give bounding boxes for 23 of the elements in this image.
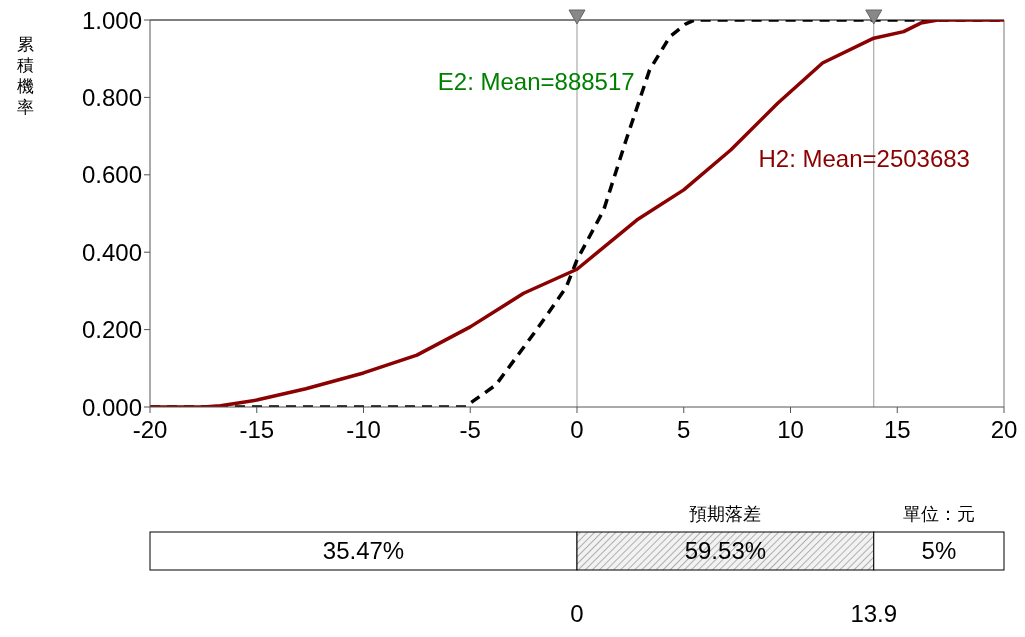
text: 13.9	[850, 600, 898, 627]
series-label: E2: Mean=888517	[437, 67, 635, 95]
x-tick-label: 20	[990, 416, 1018, 444]
y-tick-label: 0.800	[81, 83, 142, 111]
x-tick-label: 5	[677, 416, 691, 444]
text: 5%	[921, 537, 957, 564]
text: 35.47%	[322, 537, 405, 564]
x-tick-label: -15	[239, 416, 275, 444]
x-tick-label: 15	[883, 416, 911, 444]
y-tick-label: 0.200	[81, 316, 142, 344]
text: 單位：元	[902, 503, 975, 524]
text: 0	[570, 600, 584, 627]
x-tick-label: -5	[459, 416, 481, 444]
y-tick-label: 0.400	[81, 238, 142, 266]
x-tick-label: 0	[570, 416, 584, 444]
y-tick-label: 1.000	[81, 6, 142, 34]
text: 預期落差	[689, 503, 762, 524]
text: 59.53%	[684, 537, 767, 564]
y-tick-label: 0.600	[81, 161, 142, 189]
y-axis-title: 累積機率	[16, 34, 34, 117]
x-tick-label: -10	[346, 416, 381, 444]
x-tick-label: 10	[777, 416, 804, 444]
series-label: H2: Mean=2503683	[758, 145, 970, 173]
